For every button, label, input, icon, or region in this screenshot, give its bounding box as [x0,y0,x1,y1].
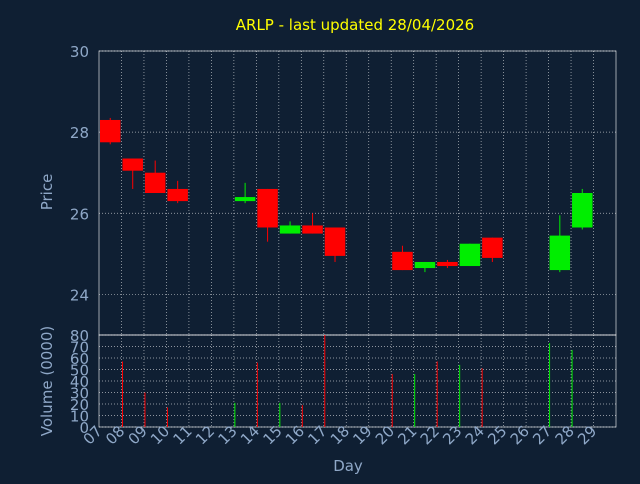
candle-27 [549,215,571,273]
candle-body [572,193,593,228]
price-tick-label: 30 [70,43,89,61]
volume-tick-label: 30 [70,385,89,403]
candle-body [392,251,413,271]
volume-tick-label: 40 [70,373,89,391]
candle-16 [302,213,323,234]
price-tick-label: 28 [70,124,89,142]
candle-20 [392,245,413,271]
x-axis-label: Day [333,457,363,475]
candle-22 [437,259,458,269]
volume-tick-label: 70 [70,339,89,357]
candle-body [302,225,323,234]
price-panel: 24 26 28 30 [70,43,617,336]
candle-body [234,197,256,202]
candle-body [279,225,301,234]
volume-panel: 0102030405060708007080910111213141516171… [70,327,617,448]
candle-body [100,119,121,143]
candle-13 [234,182,256,204]
candle-body [167,188,188,202]
volume-tick-label: 10 [70,408,89,426]
x-tick-label: 29 [574,422,600,448]
candle-body [414,261,436,269]
candle-09 [144,160,166,193]
candle-07 [100,117,121,145]
volume-tick-label: 50 [70,362,89,380]
volume-tick-label: 0 [79,419,89,437]
candle-17 [324,227,346,262]
candle-21 [414,261,436,273]
candle-14 [257,188,278,242]
candle-23 [459,243,481,267]
candle-body [459,243,481,267]
price-tick-label: 24 [70,286,89,304]
candle-15 [279,221,301,234]
candle-body [257,188,278,228]
candle-body [437,261,458,267]
candle-08 [122,158,143,189]
chart-title: ARLP - last updated 28/04/2026 [236,16,474,34]
candle-24 [482,237,503,262]
price-axis-label: Price [38,174,56,211]
volume-tick-label: 60 [70,350,89,368]
volume-axis-label: Volume (0000) [38,326,56,436]
candle-body [122,158,143,171]
volume-frame [98,334,617,428]
candle-body [482,237,503,258]
price-tick-label: 26 [70,205,89,223]
volume-tick-label: 80 [70,327,89,345]
candle-28 [572,188,593,230]
candle-body [144,172,166,193]
candle-body [324,227,346,256]
candle-10 [167,180,188,204]
candle-body [549,235,571,271]
volume-tick-label: 20 [70,396,89,414]
